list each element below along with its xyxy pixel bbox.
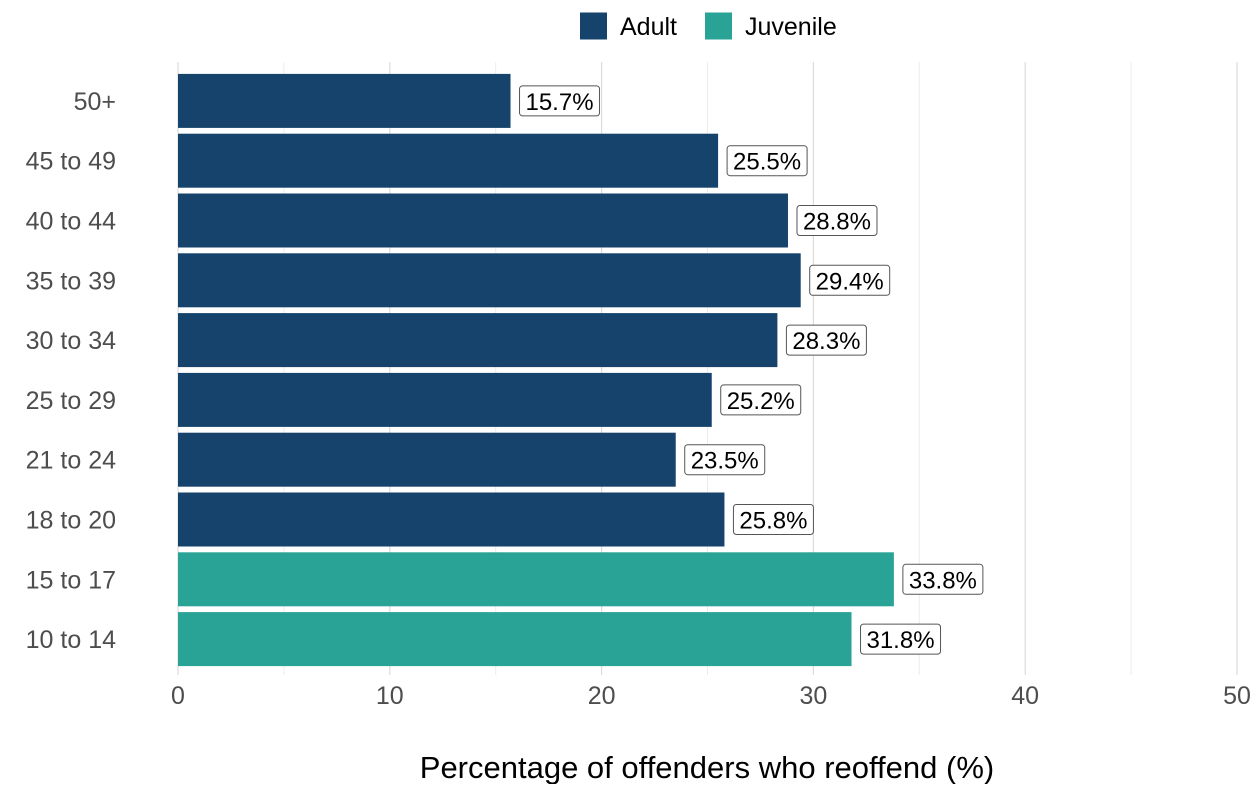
x-axis-title: Percentage of offenders who reoffend (%) [420,750,994,784]
x-tick-label: 10 [376,682,404,710]
legend-label: Juvenile [745,13,837,41]
data-label-box [809,264,891,296]
legend-item-juvenile: Juvenile [705,12,837,41]
legend-swatch [580,12,607,40]
data-label-box [720,384,802,416]
y-tick-label: 21 to 24 [26,447,116,475]
data-label-box [902,563,984,595]
y-tick-label: 50+ [74,88,116,116]
bar-50plus [178,73,511,128]
bars [178,73,894,667]
y-tick-label: 40 to 44 [26,208,116,236]
data-label-box [860,623,942,655]
y-tick-label: 30 to 34 [26,327,116,355]
x-axis: 0 10 20 30 40 50 [171,682,1251,710]
x-tick-label: 50 [1223,682,1251,710]
data-label: 28.3% [785,324,867,356]
y-tick-label: 35 to 39 [26,267,116,295]
data-label-box [785,324,867,356]
legend-label: Adult [620,13,677,41]
y-axis: 50+ 45 to 49 40 to 44 35 to 39 30 to 34 25 to… [26,88,116,654]
data-label: 25.5% [726,145,808,177]
data-label: 15.7% [519,85,601,117]
data-label: 33.8% [902,563,984,595]
bar-35-to-39 [178,253,801,308]
data-label-text: 25.8% [739,508,807,535]
y-tick-label: 45 to 49 [26,148,116,176]
x-tick-label: 30 [799,682,827,710]
x-tick-label: 20 [588,682,616,710]
legend: Adult Juvenile [580,12,837,41]
legend-swatch [705,12,732,40]
bar-15-to-17 [178,552,894,607]
bar-21-to-24 [178,432,676,487]
y-tick-label: 10 to 14 [26,626,116,654]
data-label-text: 29.4% [816,268,884,295]
data-label-box [796,205,878,236]
y-tick-label: 18 to 20 [26,507,116,535]
data-label-box [732,504,814,535]
x-tick-label: 0 [171,682,185,710]
bar-45-to-49 [178,133,719,188]
data-label-text: 25.5% [733,149,801,176]
bar-18-to-20 [178,492,725,547]
data-label: 31.8% [860,623,942,655]
data-label-text: 28.8% [803,209,871,236]
bar-25-to-29 [178,372,712,427]
data-label-text: 23.5% [691,448,759,475]
data-label: 29.4% [809,264,891,296]
data-label-text: 31.8% [866,627,934,654]
data-label-box [726,145,808,177]
x-tick-label: 40 [1011,682,1039,710]
y-tick-label: 25 to 29 [26,387,116,415]
data-labels: 15.7% 25.5% 28.8% 29.4% 28.3% 25.2% 23.5% 25.8%… [519,85,984,655]
data-label-box [684,444,766,476]
data-label: 28.8% [796,205,878,236]
bar-30-to-34 [178,313,778,368]
data-label: 25.8% [732,504,814,535]
data-label-text: 25.2% [727,388,795,415]
data-label: 23.5% [684,444,766,476]
data-label-box [519,85,601,117]
data-label-text: 33.8% [909,567,977,594]
data-label-text: 15.7% [525,89,593,116]
bar-40-to-44 [178,193,788,248]
bar-10-to-14 [178,612,852,667]
data-label-text: 28.3% [792,328,860,355]
data-label: 25.2% [720,384,802,416]
y-tick-label: 15 to 17 [26,566,116,594]
legend-item-adult: Adult [580,12,677,41]
